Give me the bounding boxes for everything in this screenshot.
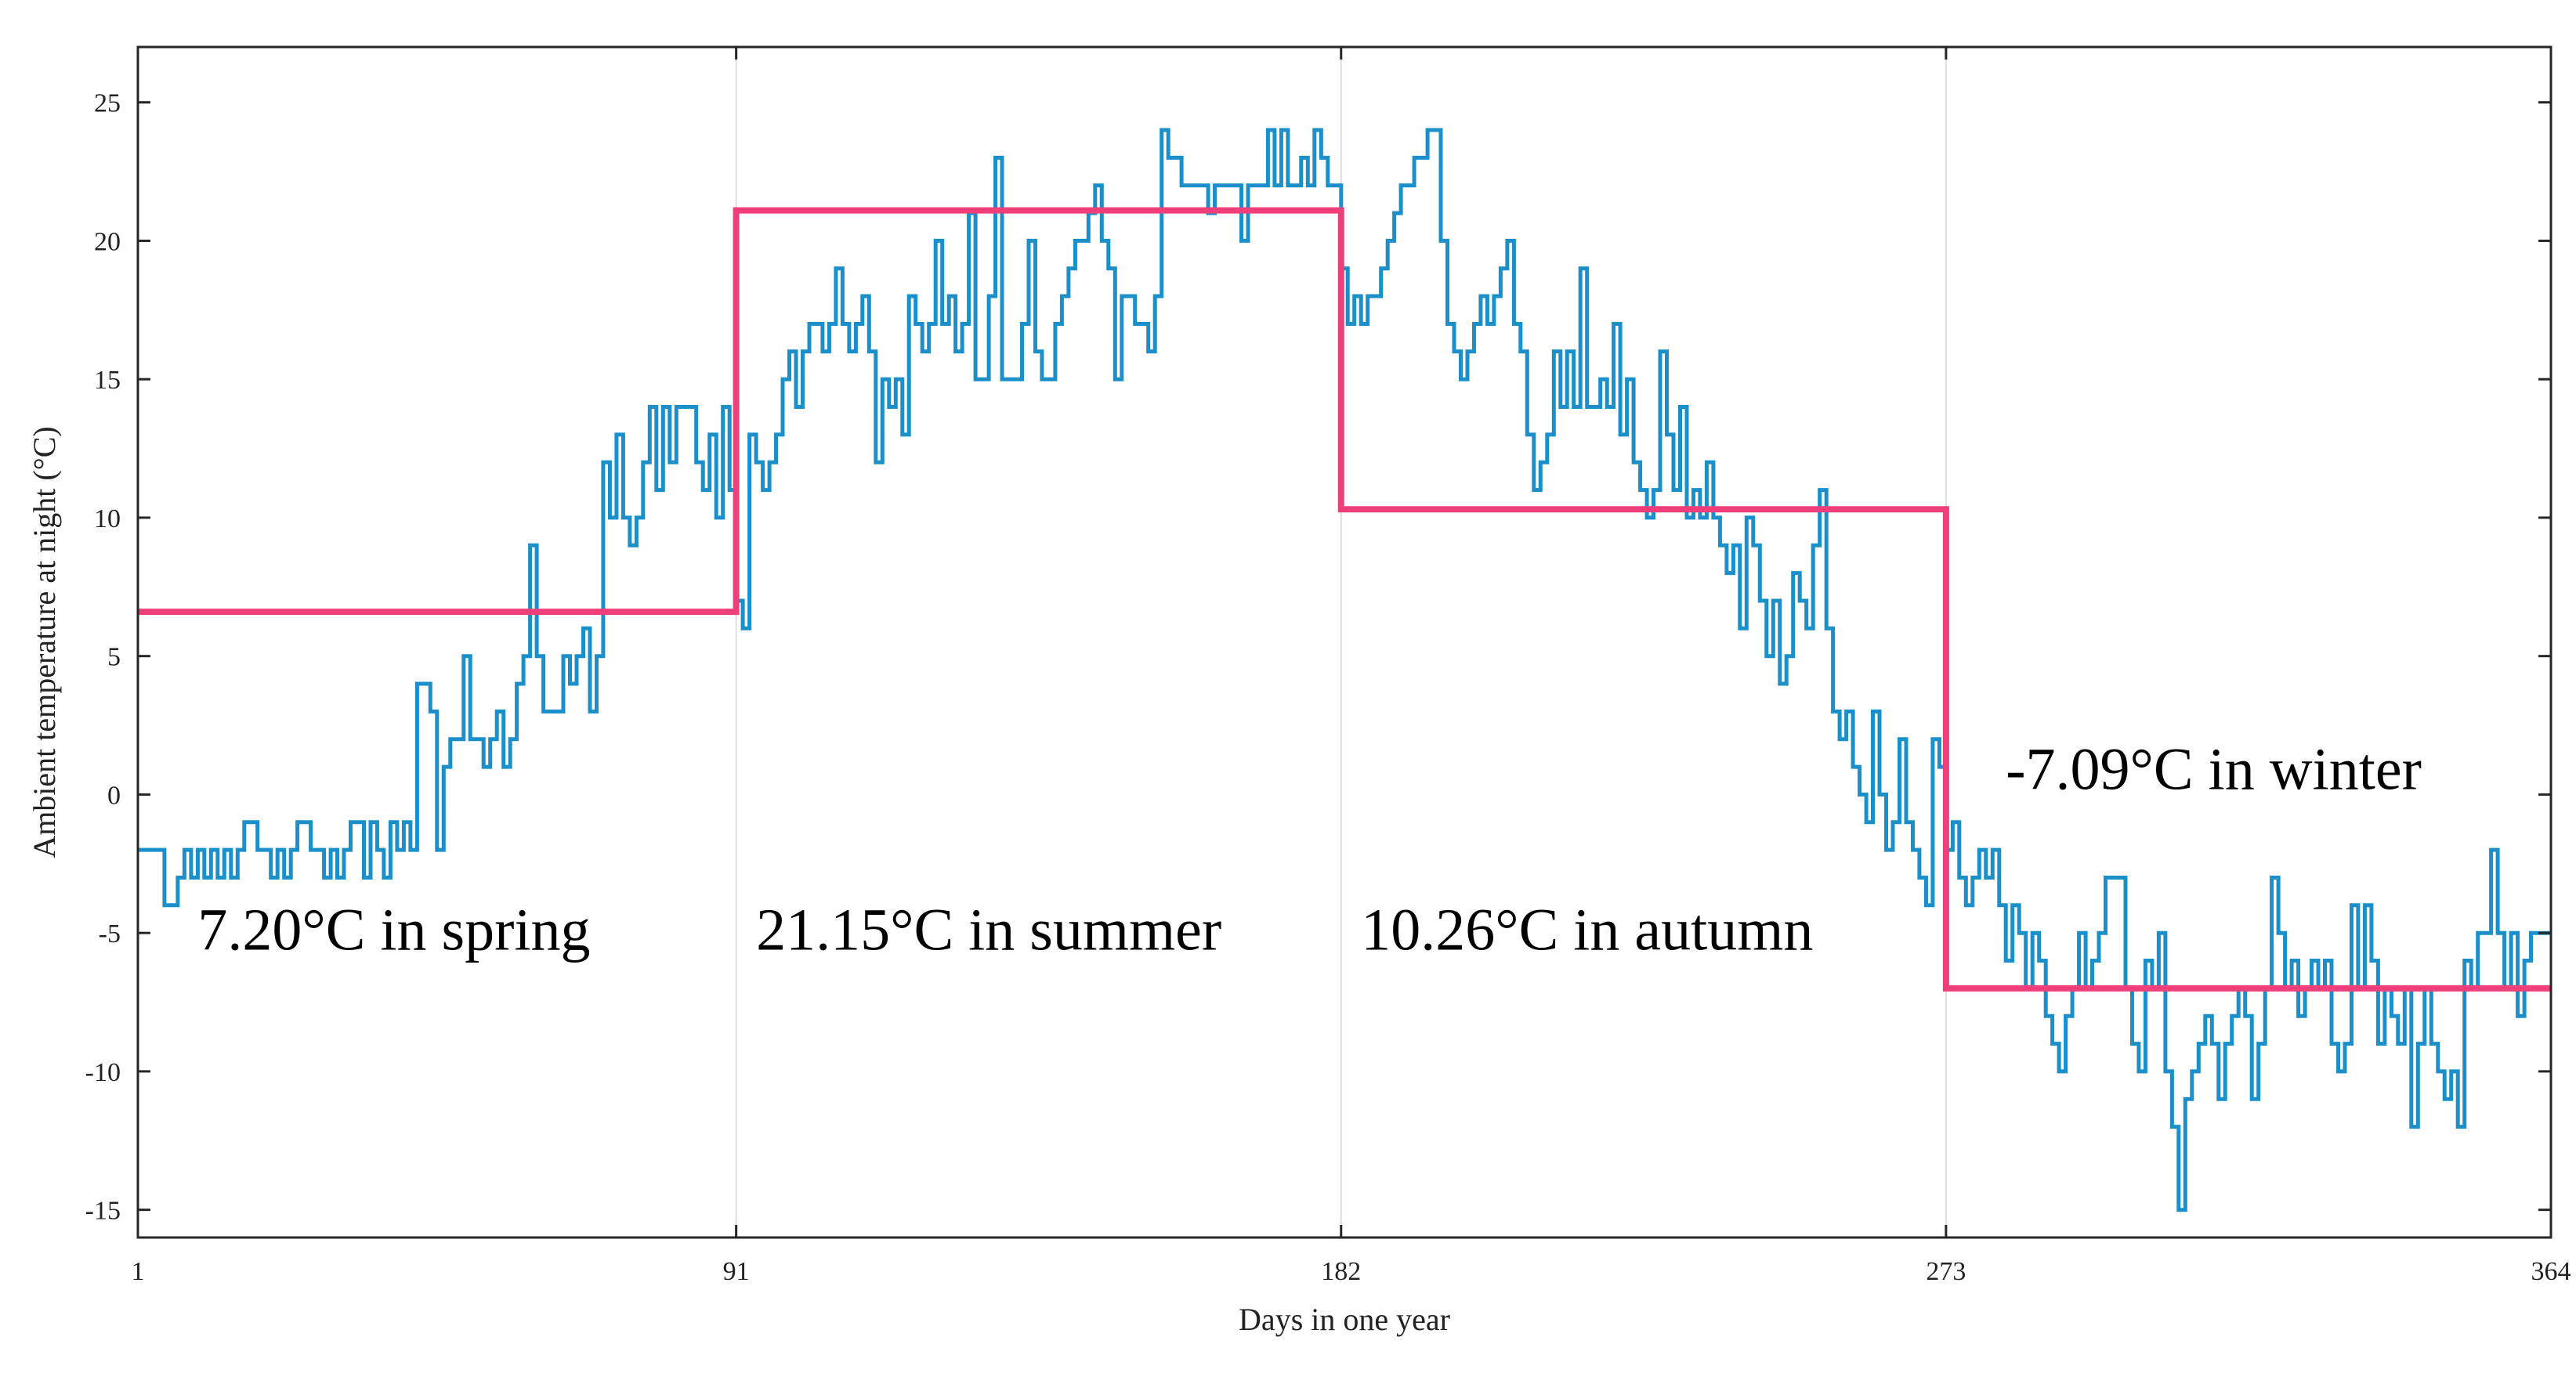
season-annotation-4: -7.09°C in winter <box>2006 736 2422 802</box>
axes <box>136 45 2552 1239</box>
y-tick-label-5: 5 <box>107 643 121 672</box>
x-tick-label-182: 182 <box>1321 1257 1361 1286</box>
y-tick-label--15: -15 <box>85 1197 121 1226</box>
y-tick-label-25: 25 <box>94 89 121 118</box>
y-tick-label-10: 10 <box>94 504 121 533</box>
y-tick-label-20: 20 <box>94 227 121 256</box>
season-annotation-1: 7.20°C in spring <box>197 897 590 963</box>
seasonal-average-line <box>138 207 2551 992</box>
y-tick-label-0: 0 <box>107 781 121 810</box>
x-tick-label-91: 91 <box>723 1257 750 1286</box>
season-annotation-3: 10.26°C in autumn <box>1361 897 1813 963</box>
x-tick-label-1: 1 <box>132 1257 145 1286</box>
x-axis-title: Days in one year <box>1239 1302 1450 1337</box>
plot-frame <box>136 45 2552 1239</box>
x-tick-label-364: 364 <box>2531 1257 2571 1286</box>
y-tick-label--10: -10 <box>85 1058 121 1087</box>
season-annotation-2: 21.15°C in summer <box>756 897 1221 963</box>
x-tick-label-273: 273 <box>1926 1257 1966 1286</box>
y-tick-label--5: -5 <box>99 920 121 948</box>
tick-labels: -15 -10 -5 0 5 10 15 20 25 1 91 182 273 364 <box>85 47 2571 1286</box>
annotations: 7.20°C in spring 21.15°C in summer 10.26°C… <box>197 736 2422 963</box>
series-layer <box>138 128 2551 1212</box>
y-axis-title: Ambient temperature at night (°C) <box>27 426 62 858</box>
daily-temperature-line <box>138 128 2551 1212</box>
y-tick-label-15: 15 <box>94 366 121 395</box>
